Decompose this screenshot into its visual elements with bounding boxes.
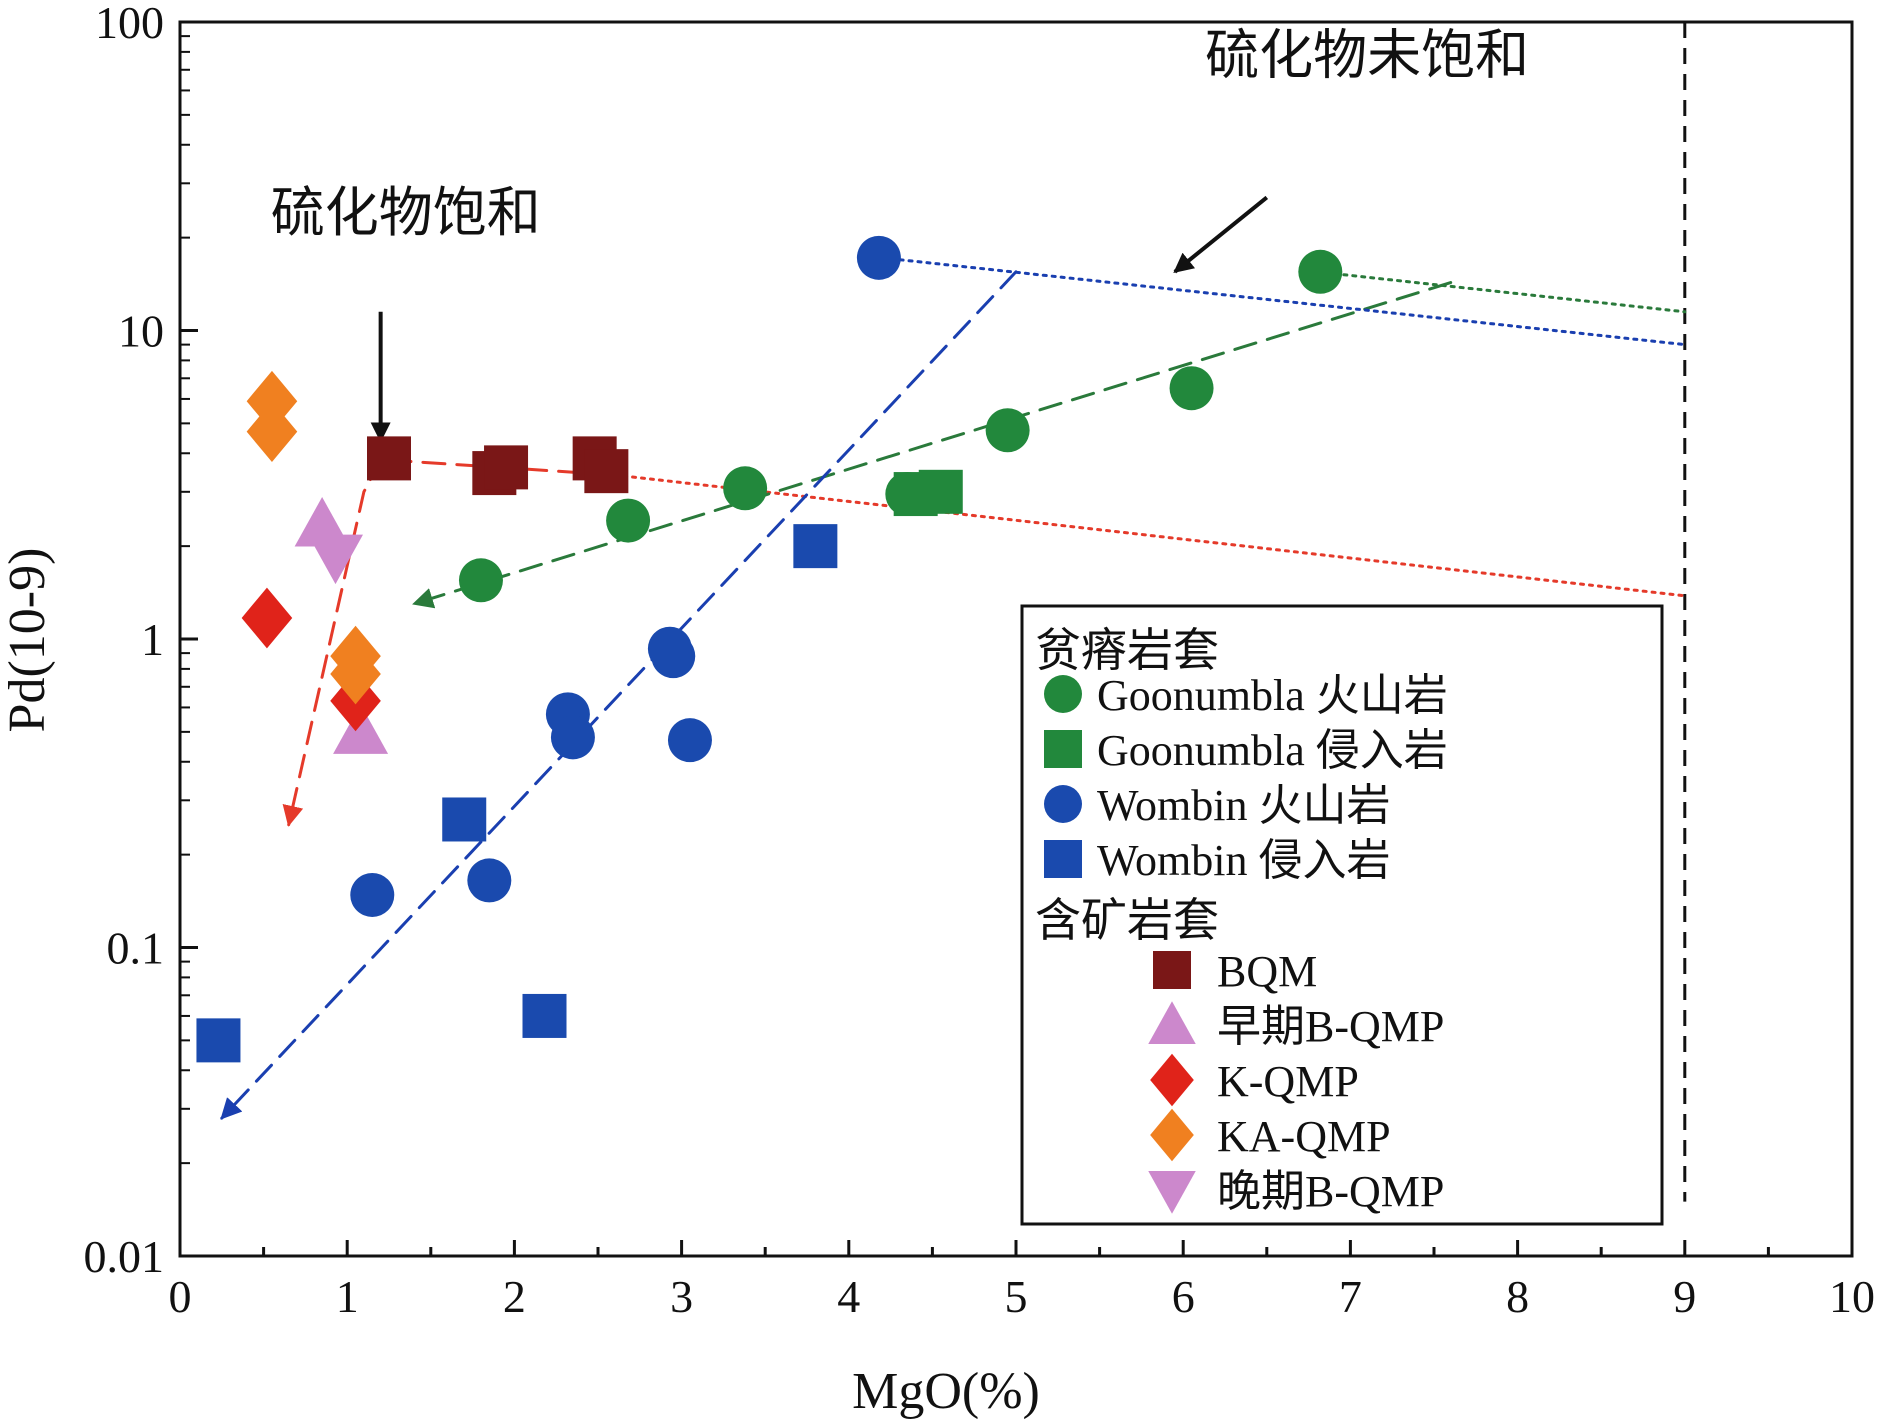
legend-marker bbox=[1148, 1001, 1196, 1044]
x-axis: 0 1 2 3 4 5 6 7 8 9 10 bbox=[169, 1240, 1875, 1322]
data-point bbox=[651, 634, 696, 679]
annotations: 硫化物饱和 硫化物未饱和 bbox=[271, 26, 1529, 243]
y-axis-title: Pd(10-9) bbox=[0, 548, 56, 733]
y-tick-label: 0.01 bbox=[84, 1231, 165, 1282]
data-point bbox=[467, 858, 512, 903]
legend-group-title: 贫瘠岩套 bbox=[1035, 625, 1219, 676]
x-tick-label: 4 bbox=[837, 1271, 860, 1322]
data-point bbox=[1298, 249, 1343, 294]
data-point bbox=[584, 449, 629, 494]
legend-label: BQM bbox=[1217, 947, 1317, 996]
legend-marker bbox=[1150, 1108, 1194, 1162]
trend-line bbox=[613, 473, 1687, 598]
y-tick-label: 1 bbox=[141, 614, 164, 665]
legend-label: Wombin 火山岩 bbox=[1097, 781, 1390, 830]
data-point bbox=[484, 445, 529, 490]
annotation-arrows bbox=[370, 195, 1269, 443]
trend-line bbox=[220, 270, 1018, 1120]
x-tick-label: 6 bbox=[1172, 1271, 1195, 1322]
trend-line bbox=[1315, 270, 1687, 314]
legend-label: Wombin 侵入岩 bbox=[1097, 836, 1390, 885]
y-tick-label: 10 bbox=[118, 306, 164, 357]
x-tick-label: 7 bbox=[1339, 1271, 1362, 1322]
data-point bbox=[246, 370, 298, 432]
y-tick-label: 100 bbox=[95, 0, 164, 48]
legend-marker bbox=[1148, 1171, 1196, 1214]
x-tick-label: 10 bbox=[1829, 1271, 1875, 1322]
legend-label: 早期B-QMP bbox=[1217, 1002, 1444, 1051]
data-point bbox=[458, 558, 503, 603]
trend-line bbox=[880, 256, 1687, 347]
data-point bbox=[606, 498, 651, 543]
y-tick-label: 0.1 bbox=[107, 923, 165, 974]
data-point bbox=[918, 469, 963, 514]
data-point bbox=[1169, 366, 1214, 411]
data-point bbox=[522, 993, 567, 1038]
x-tick-label: 3 bbox=[670, 1271, 693, 1322]
x-axis-title: MgO(%) bbox=[852, 1363, 1040, 1420]
data-point bbox=[246, 401, 298, 463]
data-point bbox=[667, 718, 712, 763]
data-point bbox=[196, 1018, 241, 1063]
legend-marker bbox=[1044, 675, 1082, 713]
data-point bbox=[350, 872, 395, 917]
data-point bbox=[793, 524, 838, 569]
legend-group-title: 含矿岩套 bbox=[1035, 895, 1219, 946]
data-point bbox=[723, 466, 768, 511]
data-point bbox=[333, 704, 389, 754]
x-tick-label: 8 bbox=[1506, 1271, 1529, 1322]
data-point bbox=[307, 534, 363, 585]
annotation-label: 硫化物未饱和 bbox=[1205, 26, 1529, 86]
legend-box bbox=[1020, 604, 1664, 1226]
data-point bbox=[241, 587, 293, 649]
data-points bbox=[196, 235, 1343, 1063]
y-axis: 0.01 0.1 1 10 100 bbox=[84, 0, 198, 1282]
x-tick-label: 5 bbox=[1005, 1271, 1028, 1322]
legend-marker bbox=[1044, 785, 1082, 823]
data-point bbox=[550, 715, 595, 760]
x-tick-label: 9 bbox=[1673, 1271, 1696, 1322]
data-point bbox=[367, 436, 411, 481]
legend: 贫瘠岩套 含矿岩套 Goonumbla 火山岩 Goonumbla 侵入岩 Womb… bbox=[1020, 604, 1664, 1226]
legend-marker bbox=[1150, 1053, 1194, 1107]
legend-marker bbox=[1153, 951, 1191, 989]
annotation-arrow bbox=[1173, 195, 1269, 274]
data-point bbox=[330, 643, 381, 705]
annotation-label: 硫化物饱和 bbox=[271, 183, 541, 243]
legend-label: Goonumbla 侵入岩 bbox=[1097, 726, 1448, 775]
x-tick-label: 1 bbox=[336, 1271, 359, 1322]
x-tick-label: 0 bbox=[169, 1271, 192, 1322]
data-point bbox=[856, 235, 901, 280]
legend-marker bbox=[1044, 730, 1082, 768]
data-point bbox=[985, 408, 1030, 453]
trend-lines bbox=[220, 256, 1687, 1120]
legend-label: K-QMP bbox=[1217, 1057, 1359, 1106]
legend-label: 晚期B-QMP bbox=[1217, 1167, 1444, 1216]
legend-marker bbox=[1044, 840, 1082, 878]
trend-line bbox=[412, 281, 1453, 609]
legend-label: KA-QMP bbox=[1217, 1112, 1391, 1161]
data-point bbox=[294, 497, 350, 547]
x-tick-label: 2 bbox=[503, 1271, 526, 1322]
data-point bbox=[442, 797, 487, 842]
legend-label: Goonumbla 火山岩 bbox=[1097, 671, 1448, 720]
